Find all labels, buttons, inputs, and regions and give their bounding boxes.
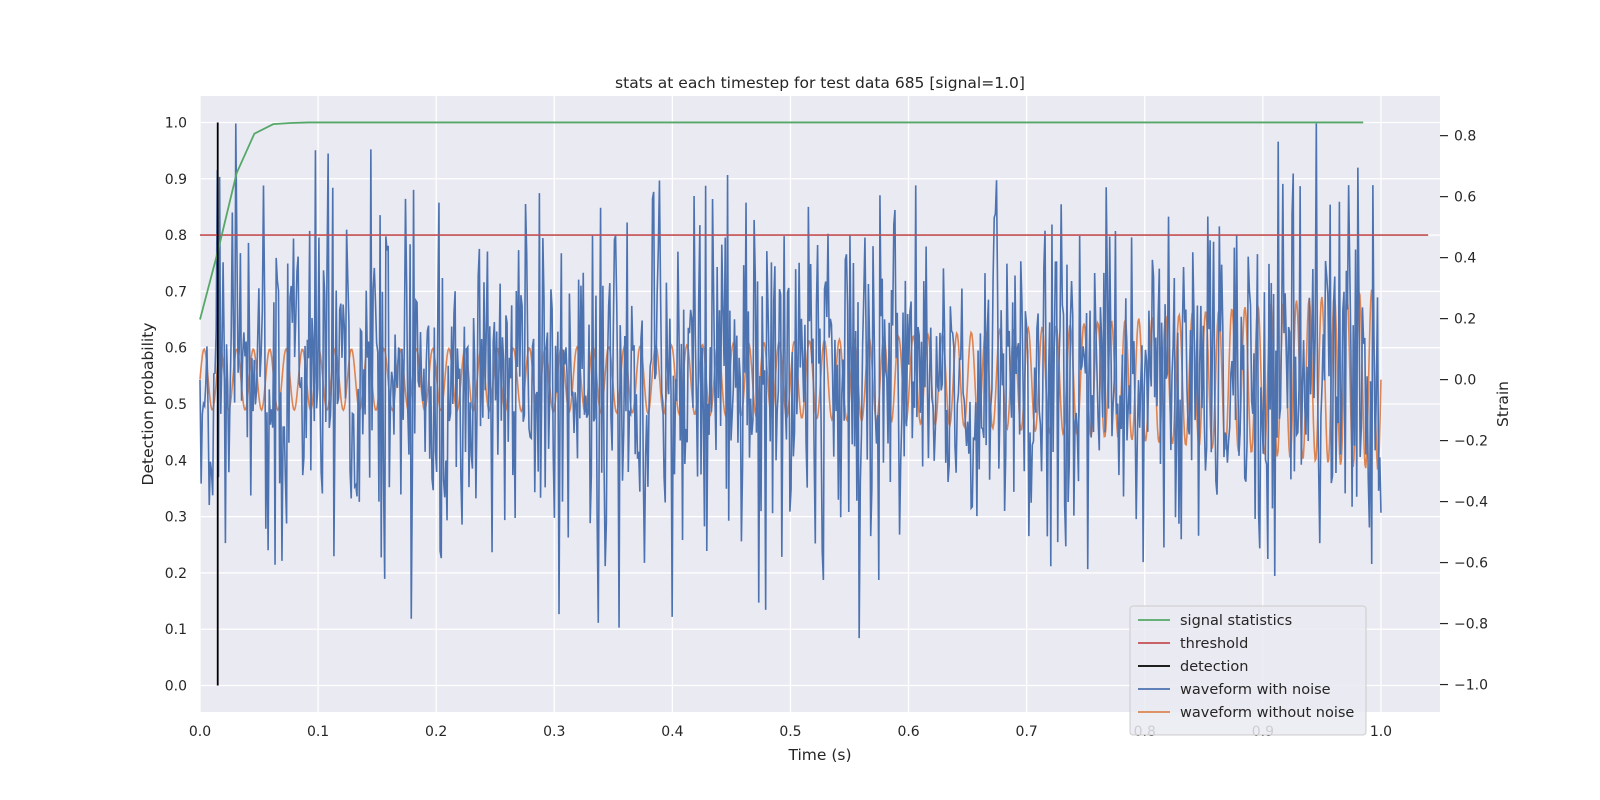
x-tick-label: 0.5: [779, 724, 801, 740]
y-tick-label: 0.5: [165, 397, 187, 413]
y-tick-label: 0.3: [165, 510, 187, 526]
y2-tick-label: −1.0: [1454, 678, 1488, 694]
plot-area: [199, 121, 1429, 686]
y-tick-label: 1.0: [165, 115, 187, 131]
y2-tick-label: 0.6: [1454, 190, 1476, 206]
y-tick-label: 0.9: [165, 172, 187, 188]
x-tick-label: 0.7: [1016, 724, 1038, 740]
y2-tick-label: 0.8: [1454, 129, 1476, 145]
y-tick-label: 0.4: [165, 453, 187, 469]
x-axis: 0.00.10.20.30.40.50.60.70.80.91.0: [189, 724, 1392, 740]
y-axis-left: 0.0 0.1 0.2 0.3 0.4 0.5 0.6 0.7 0.8 0.9 1.0: [165, 115, 187, 694]
legend-label: waveform without noise: [1180, 705, 1354, 721]
y-tick-label: 0.2: [165, 566, 187, 582]
x-tick-label: 1.0: [1370, 724, 1392, 740]
x-tick-label: 0.0: [189, 724, 211, 740]
legend: signal statistics threshold detection wavef…: [1129, 605, 1367, 736]
x-tick-label: 0.3: [543, 724, 565, 740]
y2-tick-label: −0.8: [1454, 617, 1488, 633]
y2-axis-label: Strain: [1494, 381, 1512, 427]
y-axis-label: Detection probability: [139, 323, 157, 486]
x-tick-label: 0.2: [425, 724, 447, 740]
series-waveform-with-noise: [199, 123, 1382, 639]
y-tick-label: 0.7: [165, 284, 187, 300]
legend-label: threshold: [1180, 636, 1248, 652]
x-tick-label: 0.4: [661, 724, 683, 740]
y2-tick-label: −0.2: [1454, 434, 1488, 450]
y2-tick-label: 0.2: [1454, 312, 1476, 328]
y2-tick-label: 0.0: [1454, 373, 1476, 389]
y-tick-label: 0.1: [165, 622, 187, 638]
x-tick-label: 0.6: [897, 724, 919, 740]
y2-tick-label: −0.6: [1454, 556, 1488, 572]
y-tick-label: 0.6: [165, 341, 187, 357]
x-axis-label: Time (s): [787, 746, 851, 764]
legend-label: detection: [1180, 659, 1248, 675]
y-axis-right: −1.0 −0.8 −0.6 −0.4 −0.2 0.0 0.2 0.4 0.6 0.8: [1440, 129, 1488, 694]
y2-tick-label: −0.4: [1454, 495, 1488, 511]
y-tick-label: 0.8: [165, 228, 187, 244]
y2-tick-label: 0.4: [1454, 251, 1476, 267]
series-signal-statistics: [199, 121, 1364, 320]
y-tick-label: 0.0: [165, 679, 187, 695]
legend-label: waveform with noise: [1180, 682, 1331, 698]
legend-box: [1129, 605, 1367, 736]
legend-label: signal statistics: [1180, 613, 1292, 629]
chart-title: stats at each timestep for test data 685…: [615, 74, 1025, 92]
x-tick-label: 0.1: [307, 724, 329, 740]
